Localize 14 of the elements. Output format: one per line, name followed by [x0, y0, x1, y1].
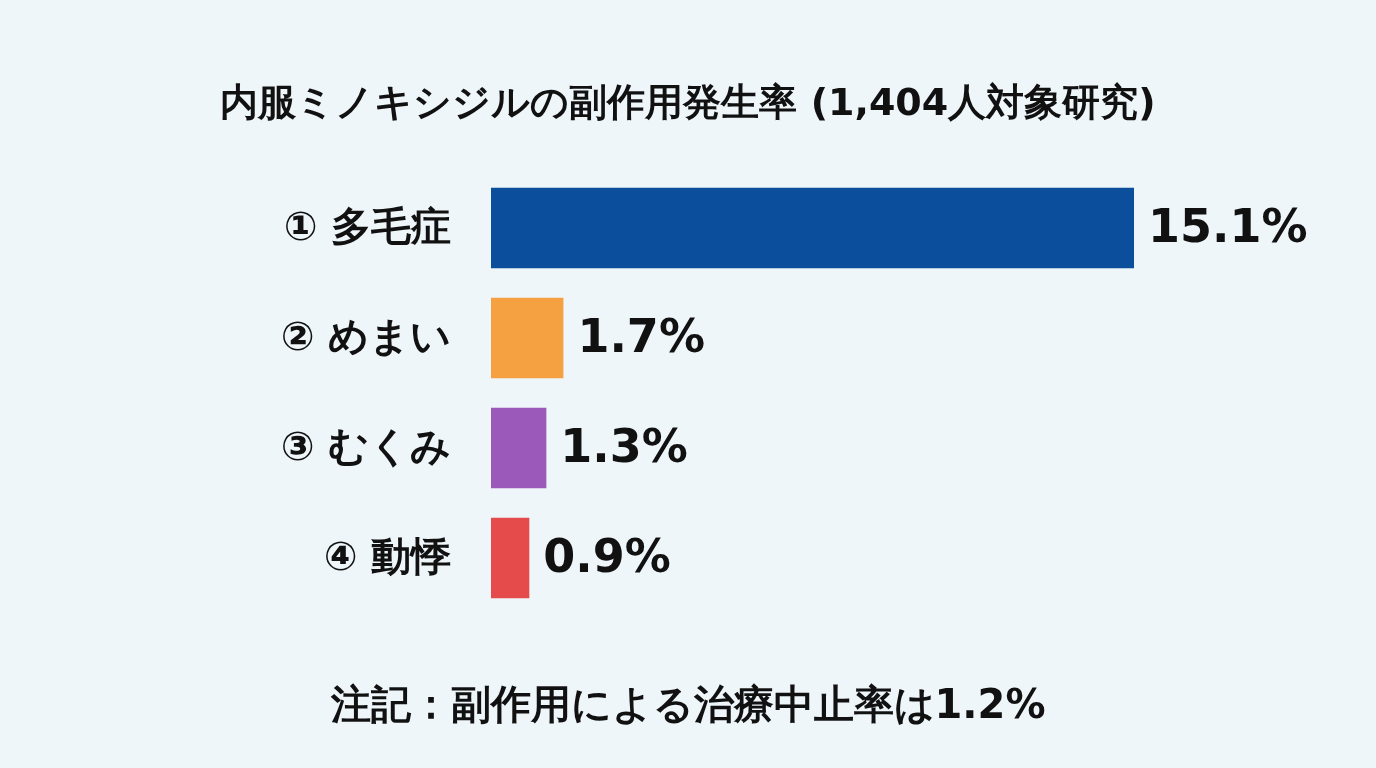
y-tick-label: ④ 動悸 [323, 533, 452, 579]
data-label: 15.1% [1148, 199, 1308, 253]
y-tick-label: ③ むくみ [280, 423, 452, 469]
data-label: 0.9% [543, 529, 671, 583]
y-tick-label: ② めまい [280, 313, 452, 359]
y-tick-label: ① 多毛症 [283, 203, 452, 249]
bar [491, 517, 530, 599]
bar [491, 297, 564, 379]
text: 注記：副作用による治療中止率は1.2% [329, 681, 1046, 727]
data-label: 1.3% [560, 419, 688, 473]
bar [491, 187, 1134, 269]
data-label: 1.7% [577, 309, 705, 363]
chart-title: 内服ミノキシジルの副作用発生率 (1,404人対象研究) [220, 80, 1156, 124]
bar [491, 407, 547, 489]
